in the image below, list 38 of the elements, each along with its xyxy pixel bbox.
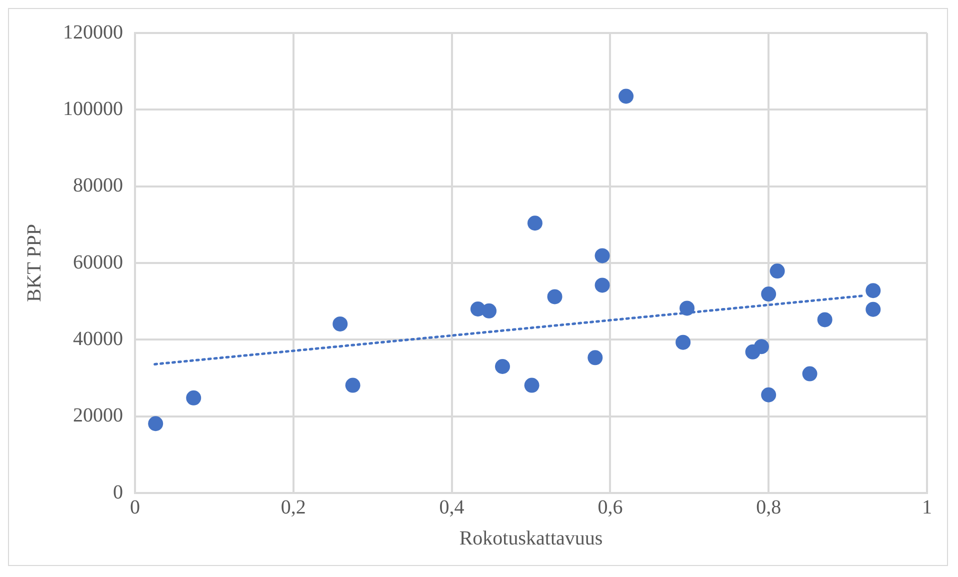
point bbox=[866, 283, 881, 298]
y-tick-label: 40000 bbox=[73, 328, 123, 350]
point bbox=[761, 286, 776, 302]
x-axis-title: Rokotuskattavuus bbox=[459, 527, 603, 550]
point bbox=[618, 88, 634, 104]
point bbox=[332, 316, 348, 332]
x-tick-label: 1 bbox=[922, 496, 932, 518]
y-axis-title: BKT PPP bbox=[23, 224, 46, 302]
point bbox=[676, 334, 691, 350]
y-tick-label: 0 bbox=[113, 481, 123, 504]
point bbox=[817, 312, 832, 328]
y-tick-label: 20000 bbox=[73, 404, 123, 427]
point bbox=[761, 387, 776, 402]
y-tick-label: 100000 bbox=[63, 98, 123, 120]
point bbox=[594, 248, 610, 264]
point bbox=[148, 416, 164, 432]
x-tick-label: 0,8 bbox=[756, 496, 782, 518]
point bbox=[770, 264, 785, 279]
x-tick-label: 0,6 bbox=[598, 496, 623, 518]
y-tick-label: 120000 bbox=[63, 21, 123, 44]
point bbox=[594, 278, 610, 293]
x-tick-label: 0,4 bbox=[439, 496, 464, 518]
point bbox=[494, 359, 510, 374]
point bbox=[754, 339, 769, 354]
point bbox=[345, 378, 360, 393]
point bbox=[802, 366, 818, 382]
y-tick-label: 80000 bbox=[73, 174, 123, 197]
point bbox=[482, 303, 497, 318]
point bbox=[547, 289, 562, 304]
point bbox=[866, 302, 881, 317]
point bbox=[588, 350, 603, 366]
point bbox=[186, 390, 202, 406]
point bbox=[527, 216, 542, 231]
y-tick-label: 60000 bbox=[73, 251, 123, 274]
point bbox=[680, 300, 695, 316]
x-tick-label: 0,2 bbox=[280, 496, 306, 518]
point bbox=[524, 378, 540, 393]
x-tick-label: 0 bbox=[130, 496, 140, 518]
